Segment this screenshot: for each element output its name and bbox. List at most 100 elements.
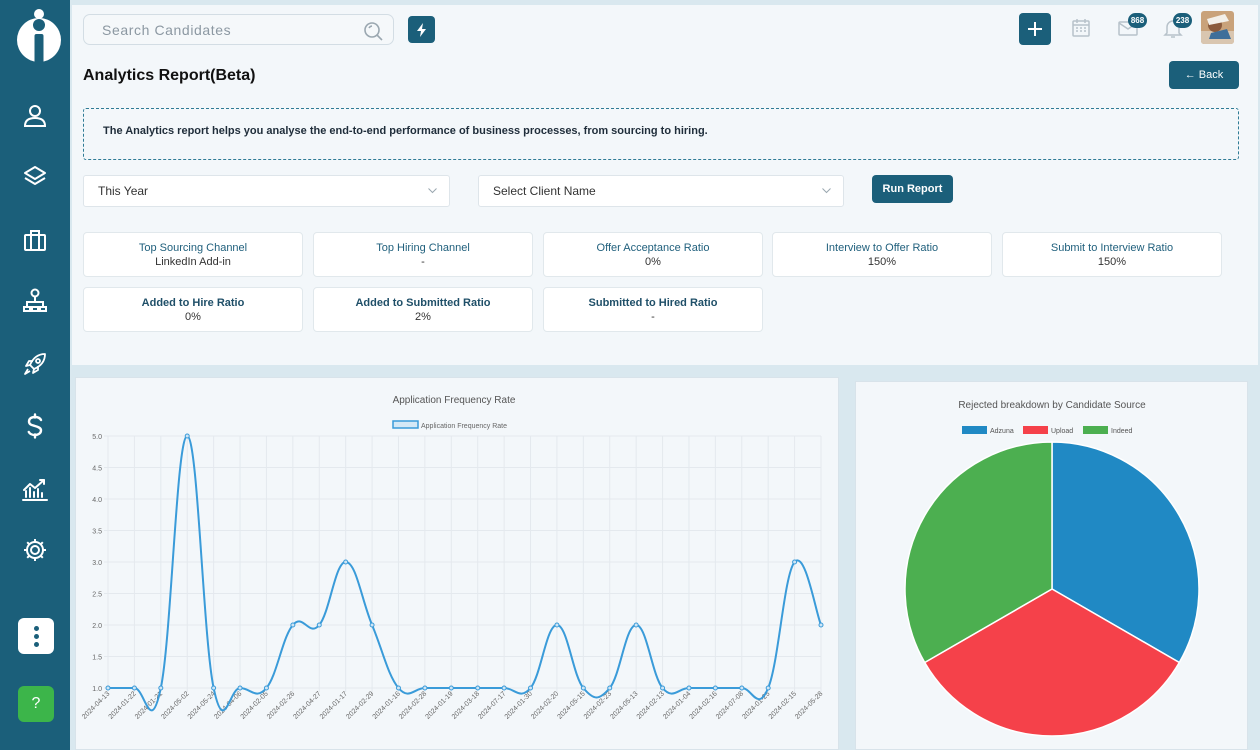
y-tick-label: 4.0	[92, 497, 102, 504]
data-point	[818, 622, 824, 628]
metric-label: Offer Acceptance Ratio	[596, 242, 710, 254]
legend-label: Indeed	[1111, 428, 1133, 435]
lightning-icon	[416, 22, 426, 37]
metric-label: Interview to Offer Ratio	[825, 242, 939, 254]
briefcase-icon[interactable]	[17, 222, 53, 258]
data-point	[290, 622, 296, 628]
legend-swatch	[1023, 426, 1048, 434]
metric-card: Offer Acceptance Ratio 0%	[543, 232, 763, 277]
metric-card: Submitted to Hired Ratio -	[543, 287, 763, 332]
y-tick-label: 5.0	[92, 434, 102, 441]
dollar-icon[interactable]	[17, 408, 53, 444]
metric-card: Submit to Interview Ratio 150%	[1002, 232, 1222, 277]
mail-button[interactable]: 868	[1117, 13, 1147, 39]
y-tick-label: 1.5	[92, 655, 102, 662]
sidebar: ?	[0, 0, 70, 750]
page-title: Analytics Report(Beta)	[83, 67, 256, 84]
pie-chart-panel: Rejected breakdown by Candidate Source A…	[855, 381, 1248, 750]
client-select[interactable]: Select Client Name	[478, 175, 844, 207]
metric-label: Top Hiring Channel	[376, 242, 470, 254]
application-frequency-chart: Application Frequency Rate Application F…	[81, 395, 824, 721]
more-menu-button[interactable]	[18, 618, 54, 654]
analytics-icon[interactable]	[17, 472, 53, 508]
y-tick-label: 2.0	[92, 623, 102, 630]
rejected-breakdown-chart: Rejected breakdown by Candidate Source A…	[904, 400, 1200, 737]
y-tick-label: 1.0	[92, 686, 102, 693]
data-point	[184, 433, 190, 439]
metric-card: Top Sourcing Channel LinkedIn Add-in	[83, 232, 303, 277]
data-point	[395, 685, 401, 691]
legend-swatch	[392, 420, 419, 429]
notification-button[interactable]: 238	[1162, 13, 1192, 39]
legend-label: Application Frequency Rate	[421, 423, 507, 430]
org-chart-icon[interactable]	[17, 282, 53, 318]
data-point	[131, 685, 137, 691]
data-point	[633, 622, 639, 628]
chart-title: Application Frequency Rate	[393, 395, 516, 406]
data-point	[263, 685, 269, 691]
data-point	[237, 685, 243, 691]
pie-slice	[904, 441, 1053, 664]
data-point	[660, 685, 666, 691]
avatar[interactable]	[1201, 11, 1234, 44]
legend-label: Upload	[1051, 428, 1073, 435]
metric-card: Added to Submitted Ratio 2%	[313, 287, 533, 332]
run-report-button[interactable]: Run Report	[872, 175, 953, 203]
data-point	[316, 622, 322, 628]
y-tick-label: 2.5	[92, 592, 102, 599]
data-point	[158, 685, 164, 691]
chevron-down-icon	[822, 188, 831, 194]
data-point	[448, 685, 454, 691]
plus-icon	[1028, 22, 1042, 36]
help-button[interactable]: ?	[18, 686, 54, 722]
back-button[interactable]: ← Back	[1169, 61, 1239, 89]
gear-icon[interactable]	[17, 532, 53, 568]
notification-count-badge: 238	[1173, 13, 1192, 28]
data-point	[343, 559, 349, 565]
info-text: The Analytics report helps you analyse t…	[103, 125, 708, 137]
search-input[interactable]	[102, 21, 352, 38]
mail-count-badge: 868	[1128, 13, 1147, 28]
period-select[interactable]: This Year	[83, 175, 450, 207]
user-icon[interactable]	[17, 98, 53, 134]
chart-title: Rejected breakdown by Candidate Source	[958, 400, 1146, 411]
legend-swatch	[962, 426, 987, 434]
metric-card: Interview to Offer Ratio 150%	[772, 232, 992, 277]
data-point	[580, 685, 586, 691]
metric-label: Top Sourcing Channel	[138, 242, 248, 254]
y-tick-label: 4.5	[92, 466, 102, 473]
y-tick-label: 3.0	[92, 560, 102, 567]
metric-value: 150%	[1097, 256, 1127, 268]
data-point	[686, 685, 692, 691]
search-icon[interactable]	[363, 21, 383, 41]
calendar-icon[interactable]	[1070, 17, 1092, 39]
data-point	[712, 685, 718, 691]
metric-value: 2%	[415, 311, 431, 323]
period-select-value: This Year	[98, 184, 149, 198]
rocket-icon[interactable]	[17, 346, 53, 382]
report-section: Analytics Report(Beta) ← Back The Analyt…	[72, 49, 1258, 365]
data-point	[211, 685, 217, 691]
metric-card: Top Hiring Channel -	[313, 232, 533, 277]
brand-logo[interactable]	[16, 8, 62, 68]
pie-slice	[1051, 441, 1200, 664]
data-point	[501, 685, 507, 691]
pie-slice	[923, 588, 1181, 737]
data-point	[765, 685, 771, 691]
chevron-down-icon	[428, 188, 437, 194]
metric-value: 150%	[867, 256, 897, 268]
metric-label: Submit to Interview Ratio	[1050, 242, 1174, 254]
metric-value: 0%	[645, 256, 661, 268]
metric-label: Added to Hire Ratio	[141, 297, 245, 309]
layers-icon[interactable]	[17, 158, 53, 194]
client-select-placeholder: Select Client Name	[493, 184, 596, 198]
metric-value: -	[651, 311, 655, 323]
add-button[interactable]	[1019, 13, 1051, 45]
metric-value: LinkedIn Add-in	[155, 256, 231, 268]
data-point	[739, 685, 745, 691]
info-banner: The Analytics report helps you analyse t…	[83, 108, 1239, 160]
metric-value: -	[421, 256, 425, 268]
quick-action-button[interactable]	[408, 16, 435, 43]
data-point	[528, 685, 534, 691]
line-chart-panel: Application Frequency Rate Application F…	[75, 377, 839, 750]
